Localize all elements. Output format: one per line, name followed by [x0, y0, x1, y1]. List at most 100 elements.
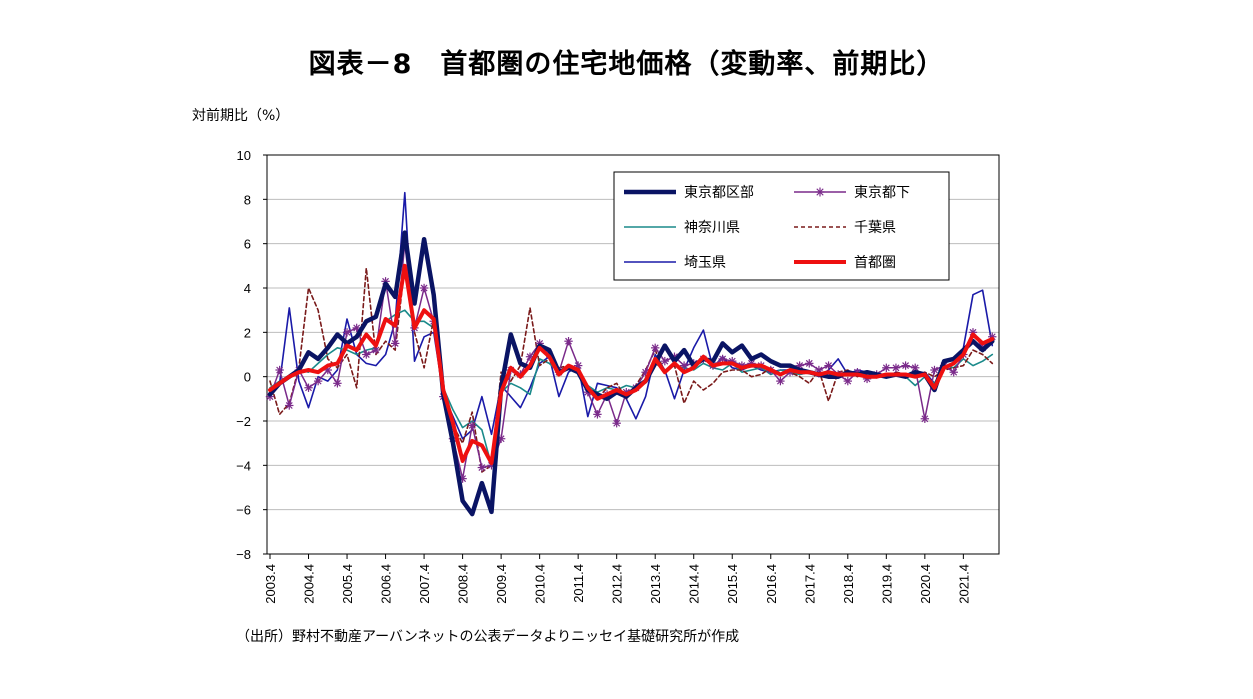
marker-stroke: [882, 364, 890, 372]
marker-stroke: [950, 368, 958, 376]
marker-stroke: [892, 364, 900, 372]
y-tick-label: 10: [237, 148, 251, 163]
series-marker: [593, 410, 602, 419]
series-marker: [419, 283, 429, 293]
chart-title: 図表－8 首都圏の住宅地価格（変動率、前期比）: [308, 49, 945, 80]
marker-stroke: [593, 410, 601, 418]
marker-stroke: [825, 362, 832, 370]
series-marker: [333, 379, 342, 388]
y-tick-label: 4: [244, 281, 251, 296]
legend-label: 千葉県: [854, 220, 896, 236]
series-marker: [882, 363, 891, 372]
marker-stroke: [420, 284, 428, 292]
marker-stroke: [353, 324, 361, 332]
x-tick-label: 2013.4: [648, 564, 663, 604]
x-tick-label: 2020.4: [918, 564, 933, 604]
plot-frame: [266, 154, 1000, 555]
series-marker: [843, 376, 852, 386]
x-tick-label: 2009.4: [494, 564, 509, 604]
y-tick-label: 8: [244, 192, 251, 207]
legend-label: 埼玉県: [684, 255, 726, 271]
series-marker: [612, 419, 621, 428]
marker-stroke: [314, 377, 322, 385]
x-tick-label: 2015.4: [725, 564, 740, 604]
y-tick-label: −8: [236, 547, 251, 562]
marker-stroke: [719, 355, 727, 363]
series-marker: [920, 414, 930, 423]
series-marker: [805, 359, 814, 368]
x-tick-label: 2014.4: [687, 564, 702, 604]
legend-label: 東京都下: [854, 185, 910, 201]
x-tick-label: 2003.4: [263, 564, 278, 604]
series-marker: [930, 365, 939, 375]
series-marker: [776, 376, 785, 386]
x-tick-label: 2019.4: [879, 564, 894, 604]
x-tick-label: 2021.4: [956, 564, 971, 604]
x-tick-label: 2004.4: [302, 564, 317, 604]
series-marker: [390, 339, 400, 348]
marker-stroke: [372, 346, 380, 354]
y-axis-label: 対前期比（%）: [192, 108, 290, 124]
x-tick-label: 2005.4: [340, 564, 355, 604]
marker-stroke: [651, 344, 659, 352]
series-marker: [949, 368, 958, 377]
y-tick-label: −4: [236, 458, 251, 473]
series-marker: [901, 361, 910, 370]
legend-label: 首都圏: [854, 255, 896, 271]
marker-stroke: [680, 362, 688, 370]
series-marker: [342, 328, 352, 337]
x-tick-label: 2007.4: [417, 564, 432, 604]
axes: −8 −6 −4 −2 0 2 4 6 8 10 2003.4 2004.4 2005.4 2006.4 2…: [236, 148, 1000, 604]
series-marker: [275, 365, 284, 375]
y-tick-label: −2: [236, 414, 251, 429]
marker-stroke: [468, 421, 476, 429]
marker-stroke: [931, 366, 938, 374]
marker-stroke: [305, 384, 312, 392]
legend-label: 神奈川県: [684, 220, 740, 236]
x-tick-label: 2018.4: [841, 564, 856, 604]
marker-stroke: [276, 366, 284, 374]
series-marker: [651, 343, 660, 353]
marker-stroke: [776, 377, 784, 385]
marker-stroke: [844, 377, 852, 385]
series-marker: [641, 368, 650, 377]
marker-stroke: [391, 339, 399, 347]
marker-stroke: [613, 419, 621, 427]
marker-stroke: [285, 402, 293, 409]
x-tick-label: 2008.4: [456, 564, 471, 604]
y-tick-label: 0: [244, 370, 251, 385]
legend-marker: [815, 187, 825, 197]
marker-stroke: [661, 357, 669, 365]
marker-stroke: [805, 359, 813, 367]
x-tick-label: 2006.4: [379, 564, 394, 604]
series-line-5: [268, 263, 995, 466]
x-tick-label: 2016.4: [764, 564, 779, 604]
y-tick-label: −6: [236, 503, 251, 518]
marker-stroke: [911, 364, 919, 372]
series-marker: [660, 356, 670, 366]
marker-stroke: [333, 379, 341, 387]
marker-stroke: [902, 362, 910, 370]
x-tick-label: 2012.4: [610, 564, 625, 604]
y-tick-label: 6: [244, 237, 251, 252]
marker-stroke: [921, 415, 929, 423]
series-marker: [564, 337, 573, 346]
source-note: （出所）野村不動産アーバンネットの公表データよりニッセイ基礎研究所が作成: [236, 629, 740, 645]
marker-stroke: [565, 337, 572, 345]
marker-stroke: [642, 368, 650, 376]
marker-stroke: [324, 366, 332, 374]
series-marker: [313, 376, 323, 386]
series-marker: [824, 361, 833, 370]
marker-stroke: [526, 353, 534, 361]
x-tick-label: 2011.4: [571, 564, 586, 603]
x-tick-label: 2010.4: [533, 564, 548, 604]
marker-stroke: [816, 188, 824, 196]
series-marker: [468, 421, 477, 430]
series-marker: [362, 350, 371, 359]
series-marker: [477, 463, 487, 472]
series-marker: [891, 363, 901, 372]
series: [265, 191, 997, 517]
series-marker: [285, 401, 294, 410]
